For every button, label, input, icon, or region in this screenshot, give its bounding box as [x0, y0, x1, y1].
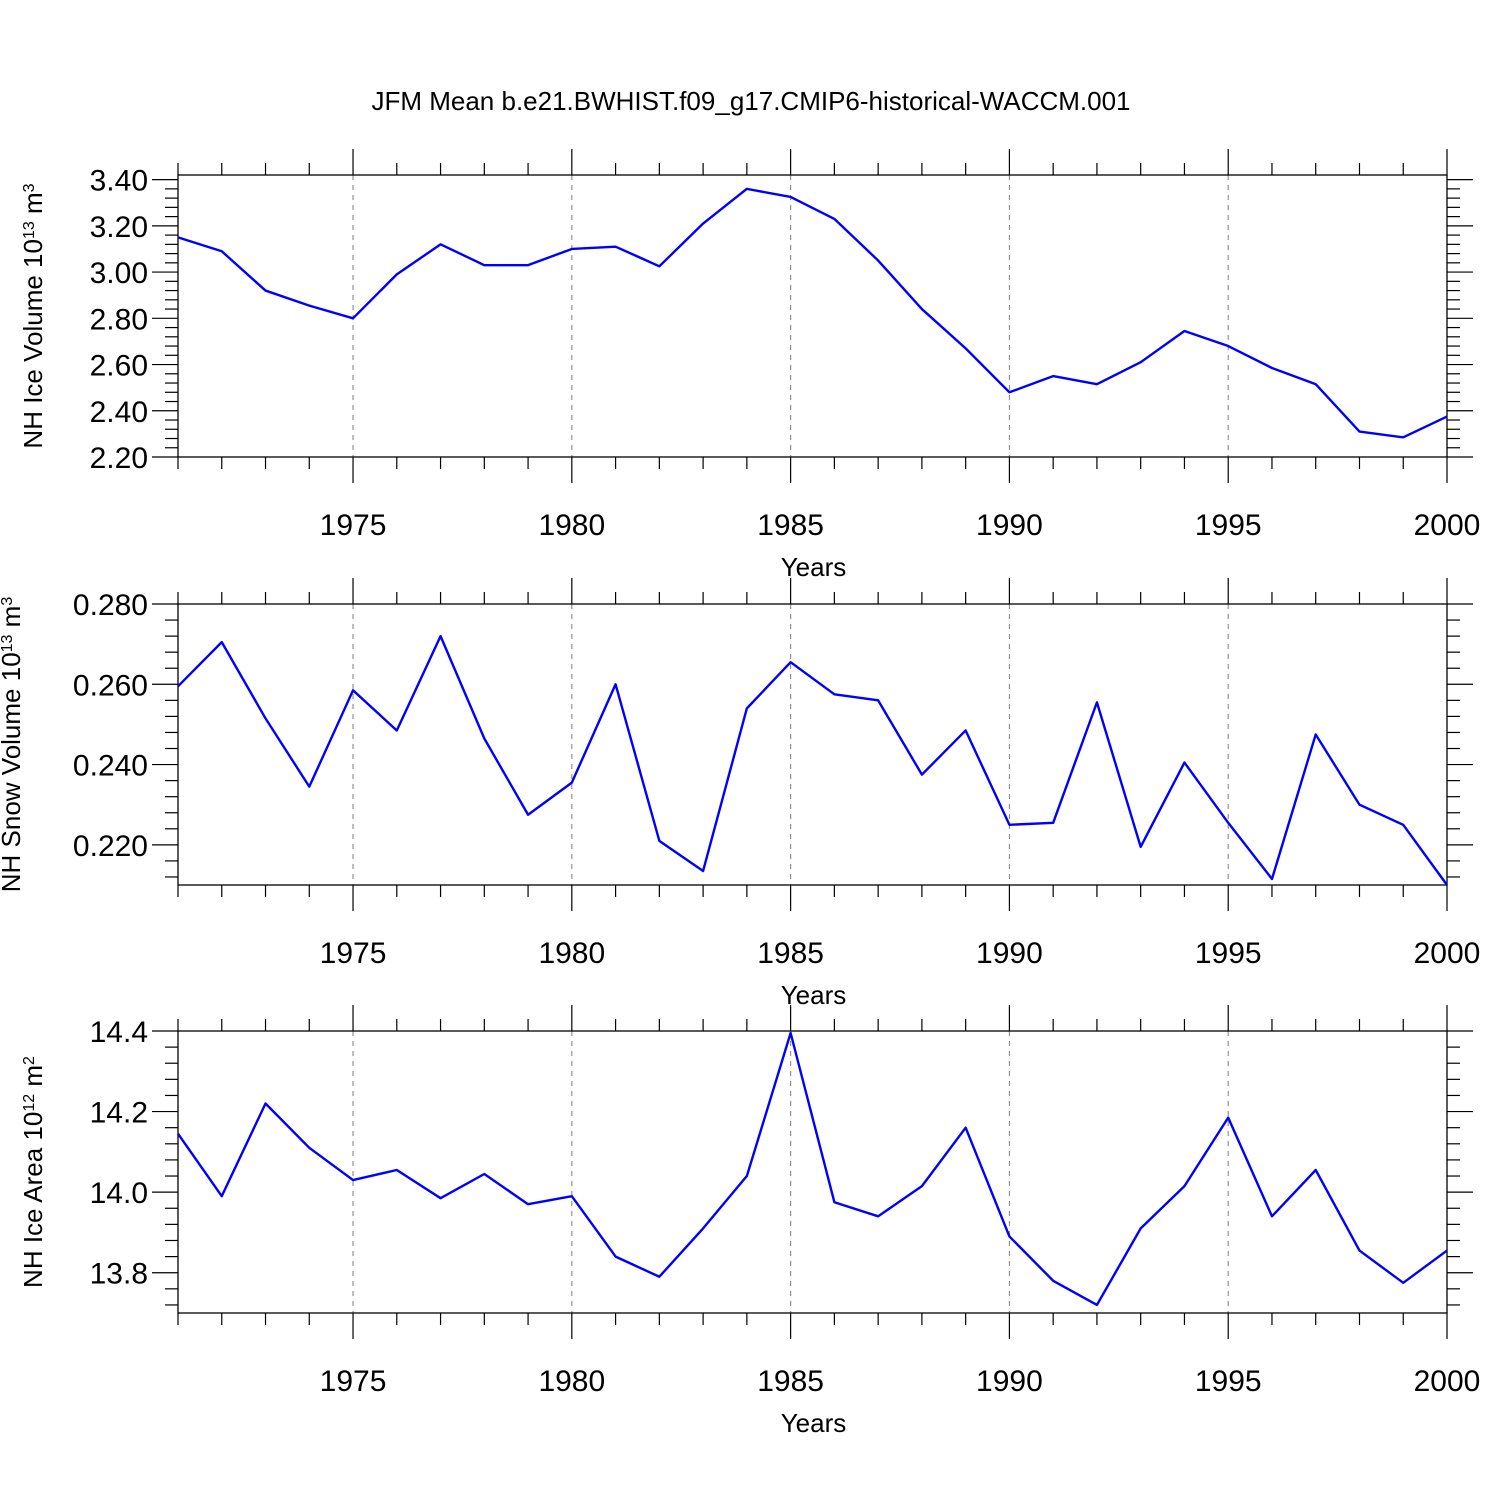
- y-axis-title-ylabel-unit: m: [0, 606, 26, 635]
- x-tick-label-1980: 1980: [538, 937, 605, 970]
- y-axis-title-ylabel-sup: 13: [21, 221, 38, 239]
- y-axis-title-ylabel-unit: m: [18, 192, 48, 221]
- y-axis-title-ylabel-unit-sup: 2: [21, 1056, 38, 1065]
- x-tick-label-1980: 1980: [538, 1365, 605, 1398]
- figure-title: JFM Mean b.e21.BWHIST.f09_g17.CMIP6-hist…: [371, 86, 1130, 116]
- y-axis-title-ylabel-unit-sup: 3: [21, 183, 38, 192]
- y-tick-label: 0.220: [73, 830, 148, 863]
- x-tick-label-1975: 1975: [320, 1365, 387, 1398]
- y-axis-title-ylabel-unit-sup: 3: [0, 597, 16, 606]
- y-axis-title-ylabel: NH Ice Area 10: [18, 1112, 48, 1288]
- y-axis-title: NH Ice Volume 1013 m3: [18, 183, 48, 448]
- y-tick-label: 0.260: [73, 669, 148, 702]
- x-tick-label-1985: 1985: [757, 1365, 824, 1398]
- x-tick-label-1995: 1995: [1195, 1365, 1262, 1398]
- y-tick-label: 2.60: [90, 350, 148, 383]
- y-tick-label: 2.40: [90, 396, 148, 429]
- x-tick-label-1995: 1995: [1195, 937, 1262, 970]
- y-tick-label: 3.40: [90, 165, 148, 198]
- plot-frame: [177, 1030, 1448, 1314]
- y-axis-title-ylabel-sup: 13: [0, 634, 16, 652]
- y-tick-label: 14.0: [90, 1177, 148, 1210]
- y-tick-label: 0.280: [73, 589, 148, 622]
- x-axis-title: Years: [781, 1408, 847, 1438]
- x-tick-label-2000: 2000: [1414, 1365, 1481, 1398]
- y-axis-title: NH Snow Volume 1013 m3: [0, 597, 26, 893]
- x-tick-label-2000: 2000: [1414, 509, 1481, 542]
- series-line-ice-volume: [177, 187, 1448, 439]
- chart-panel-ice-area: 1975 1980 1985 1990 1995 2000 Years 13.8 14.0 14.…: [18, 1005, 1480, 1438]
- x-tick-label-1990: 1990: [976, 1365, 1043, 1398]
- y-tick-label: 0.240: [73, 750, 148, 783]
- series-line-ice-area: [177, 1031, 1448, 1307]
- plot-frame: [177, 174, 1448, 458]
- plot-frame: [177, 603, 1448, 886]
- y-axis-title-ylabel: NH Snow Volume 10: [0, 652, 26, 892]
- x-tick-label-1990: 1990: [976, 937, 1043, 970]
- y-tick-label: 13.8: [90, 1258, 148, 1291]
- chart-panel-ice-volume: 1975 1980 1985 1990 1995 2000 Years 2.20 2.40 2.6…: [18, 149, 1480, 582]
- x-tick-label-1995: 1995: [1195, 509, 1262, 542]
- y-tick-label: 3.20: [90, 211, 148, 244]
- series-line-snow-volume: [177, 634, 1448, 886]
- y-tick-label: 14.2: [90, 1097, 148, 1130]
- x-tick-label-1990: 1990: [976, 509, 1043, 542]
- x-axis-title: Years: [781, 552, 847, 582]
- x-tick-label-1975: 1975: [320, 937, 387, 970]
- x-tick-label-1980: 1980: [538, 509, 605, 542]
- y-axis-title-ylabel: NH Ice Volume 10: [18, 239, 48, 449]
- y-axis-title: NH Ice Area 1012 m2: [18, 1056, 48, 1288]
- y-tick-label: 14.4: [90, 1016, 148, 1049]
- chart-panel-snow-volume: 1975 1980 1985 1990 1995 2000 Years 0.220 0.240 0…: [0, 578, 1480, 1010]
- y-axis-title-ylabel-sup: 12: [21, 1094, 38, 1112]
- y-axis-title-ylabel-unit: m: [18, 1065, 48, 1094]
- panels: 1975 1980 1985 1990 1995 2000 Years 2.20 2.40 2.6…: [0, 149, 1480, 1438]
- x-axis-title: Years: [781, 980, 847, 1010]
- y-tick-label: 2.80: [90, 303, 148, 336]
- y-tick-label: 3.00: [90, 257, 148, 290]
- x-tick-label-1975: 1975: [320, 509, 387, 542]
- y-tick-label: 2.20: [90, 442, 148, 475]
- x-tick-label-2000: 2000: [1414, 937, 1481, 970]
- x-tick-label-1985: 1985: [757, 509, 824, 542]
- x-tick-label-1985: 1985: [757, 937, 824, 970]
